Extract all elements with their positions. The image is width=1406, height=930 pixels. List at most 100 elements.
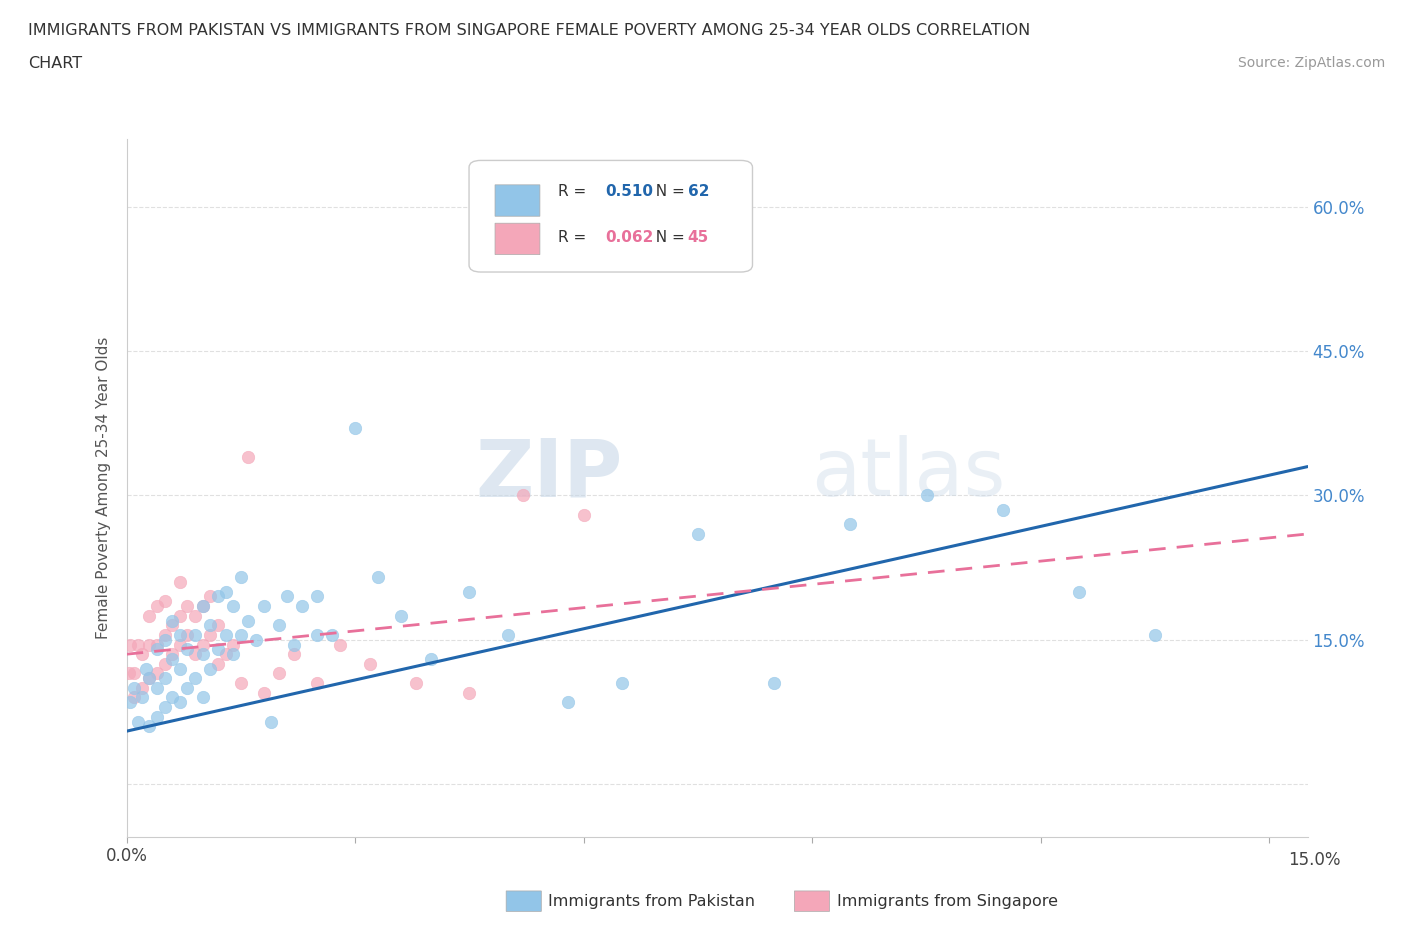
Point bbox=[253, 685, 276, 700]
Point bbox=[200, 661, 222, 676]
Point bbox=[184, 671, 207, 685]
Point bbox=[305, 628, 328, 643]
Point bbox=[283, 637, 305, 652]
Point bbox=[839, 517, 862, 532]
Point bbox=[191, 599, 214, 614]
Y-axis label: Female Poverty Among 25-34 Year Olds: Female Poverty Among 25-34 Year Olds bbox=[96, 337, 111, 640]
Point bbox=[214, 646, 236, 661]
Point bbox=[329, 637, 352, 652]
Point bbox=[512, 488, 534, 503]
Point bbox=[267, 666, 290, 681]
Point bbox=[131, 690, 153, 705]
Point bbox=[207, 618, 229, 632]
Point bbox=[207, 657, 229, 671]
Point bbox=[915, 488, 938, 503]
Point bbox=[184, 608, 207, 623]
Point bbox=[162, 652, 184, 667]
Point bbox=[686, 526, 709, 541]
Point bbox=[162, 613, 184, 628]
Point bbox=[138, 608, 160, 623]
Point bbox=[169, 661, 191, 676]
Point bbox=[572, 507, 595, 522]
Point bbox=[260, 714, 283, 729]
Point bbox=[405, 675, 427, 690]
Point bbox=[222, 637, 245, 652]
Point bbox=[146, 642, 169, 657]
Text: atlas: atlas bbox=[811, 435, 1005, 513]
Point bbox=[305, 675, 328, 690]
Point bbox=[207, 642, 229, 657]
FancyBboxPatch shape bbox=[495, 185, 540, 217]
Point bbox=[200, 628, 222, 643]
Point bbox=[146, 710, 169, 724]
Point bbox=[420, 652, 443, 667]
Text: R =: R = bbox=[558, 230, 591, 245]
Point bbox=[138, 637, 160, 652]
Point bbox=[245, 632, 267, 647]
Point bbox=[169, 637, 191, 652]
Point bbox=[991, 502, 1014, 517]
Text: 0.510: 0.510 bbox=[605, 184, 652, 199]
Point bbox=[153, 632, 176, 647]
Point bbox=[146, 681, 169, 696]
Point bbox=[153, 699, 176, 714]
Point bbox=[138, 671, 160, 685]
Point bbox=[191, 599, 214, 614]
Point bbox=[191, 646, 214, 661]
Point bbox=[557, 695, 579, 710]
Point bbox=[131, 646, 153, 661]
Point bbox=[153, 671, 176, 685]
Point bbox=[214, 584, 236, 599]
Point bbox=[291, 599, 314, 614]
Point bbox=[120, 637, 142, 652]
Point bbox=[138, 719, 160, 734]
Point bbox=[184, 628, 207, 643]
Point bbox=[146, 637, 169, 652]
Text: N =: N = bbox=[647, 184, 690, 199]
Point bbox=[162, 646, 184, 661]
Point bbox=[458, 584, 481, 599]
Point bbox=[229, 570, 252, 585]
Point bbox=[169, 608, 191, 623]
Point bbox=[200, 589, 222, 604]
Point bbox=[176, 642, 198, 657]
Point bbox=[153, 628, 176, 643]
Point bbox=[127, 714, 149, 729]
Point bbox=[763, 675, 786, 690]
Point bbox=[122, 666, 145, 681]
Point bbox=[305, 589, 328, 604]
Point bbox=[283, 646, 305, 661]
Point bbox=[162, 618, 184, 632]
Point bbox=[184, 646, 207, 661]
Point bbox=[169, 695, 191, 710]
Point bbox=[229, 675, 252, 690]
Point bbox=[238, 613, 260, 628]
Point bbox=[200, 618, 222, 632]
Text: ZIP: ZIP bbox=[475, 435, 623, 513]
Text: 62: 62 bbox=[688, 184, 709, 199]
Point bbox=[122, 681, 145, 696]
Point bbox=[153, 594, 176, 609]
Text: 45: 45 bbox=[688, 230, 709, 245]
Text: IMMIGRANTS FROM PAKISTAN VS IMMIGRANTS FROM SINGAPORE FEMALE POVERTY AMONG 25-34: IMMIGRANTS FROM PAKISTAN VS IMMIGRANTS F… bbox=[28, 23, 1031, 38]
Point bbox=[135, 661, 157, 676]
Point bbox=[389, 608, 412, 623]
Point bbox=[321, 628, 343, 643]
Point bbox=[610, 675, 633, 690]
Point bbox=[138, 671, 160, 685]
Point bbox=[222, 599, 245, 614]
Point bbox=[191, 637, 214, 652]
Point bbox=[153, 657, 176, 671]
Point bbox=[367, 570, 389, 585]
Text: Immigrants from Pakistan: Immigrants from Pakistan bbox=[548, 894, 755, 909]
Text: 0.062: 0.062 bbox=[605, 230, 654, 245]
Point bbox=[146, 666, 169, 681]
Point bbox=[458, 685, 481, 700]
Point bbox=[344, 420, 367, 435]
Text: N =: N = bbox=[647, 230, 690, 245]
Text: Immigrants from Singapore: Immigrants from Singapore bbox=[837, 894, 1057, 909]
Point bbox=[176, 599, 198, 614]
Point bbox=[162, 690, 184, 705]
Point bbox=[359, 657, 381, 671]
Text: R =: R = bbox=[558, 184, 591, 199]
